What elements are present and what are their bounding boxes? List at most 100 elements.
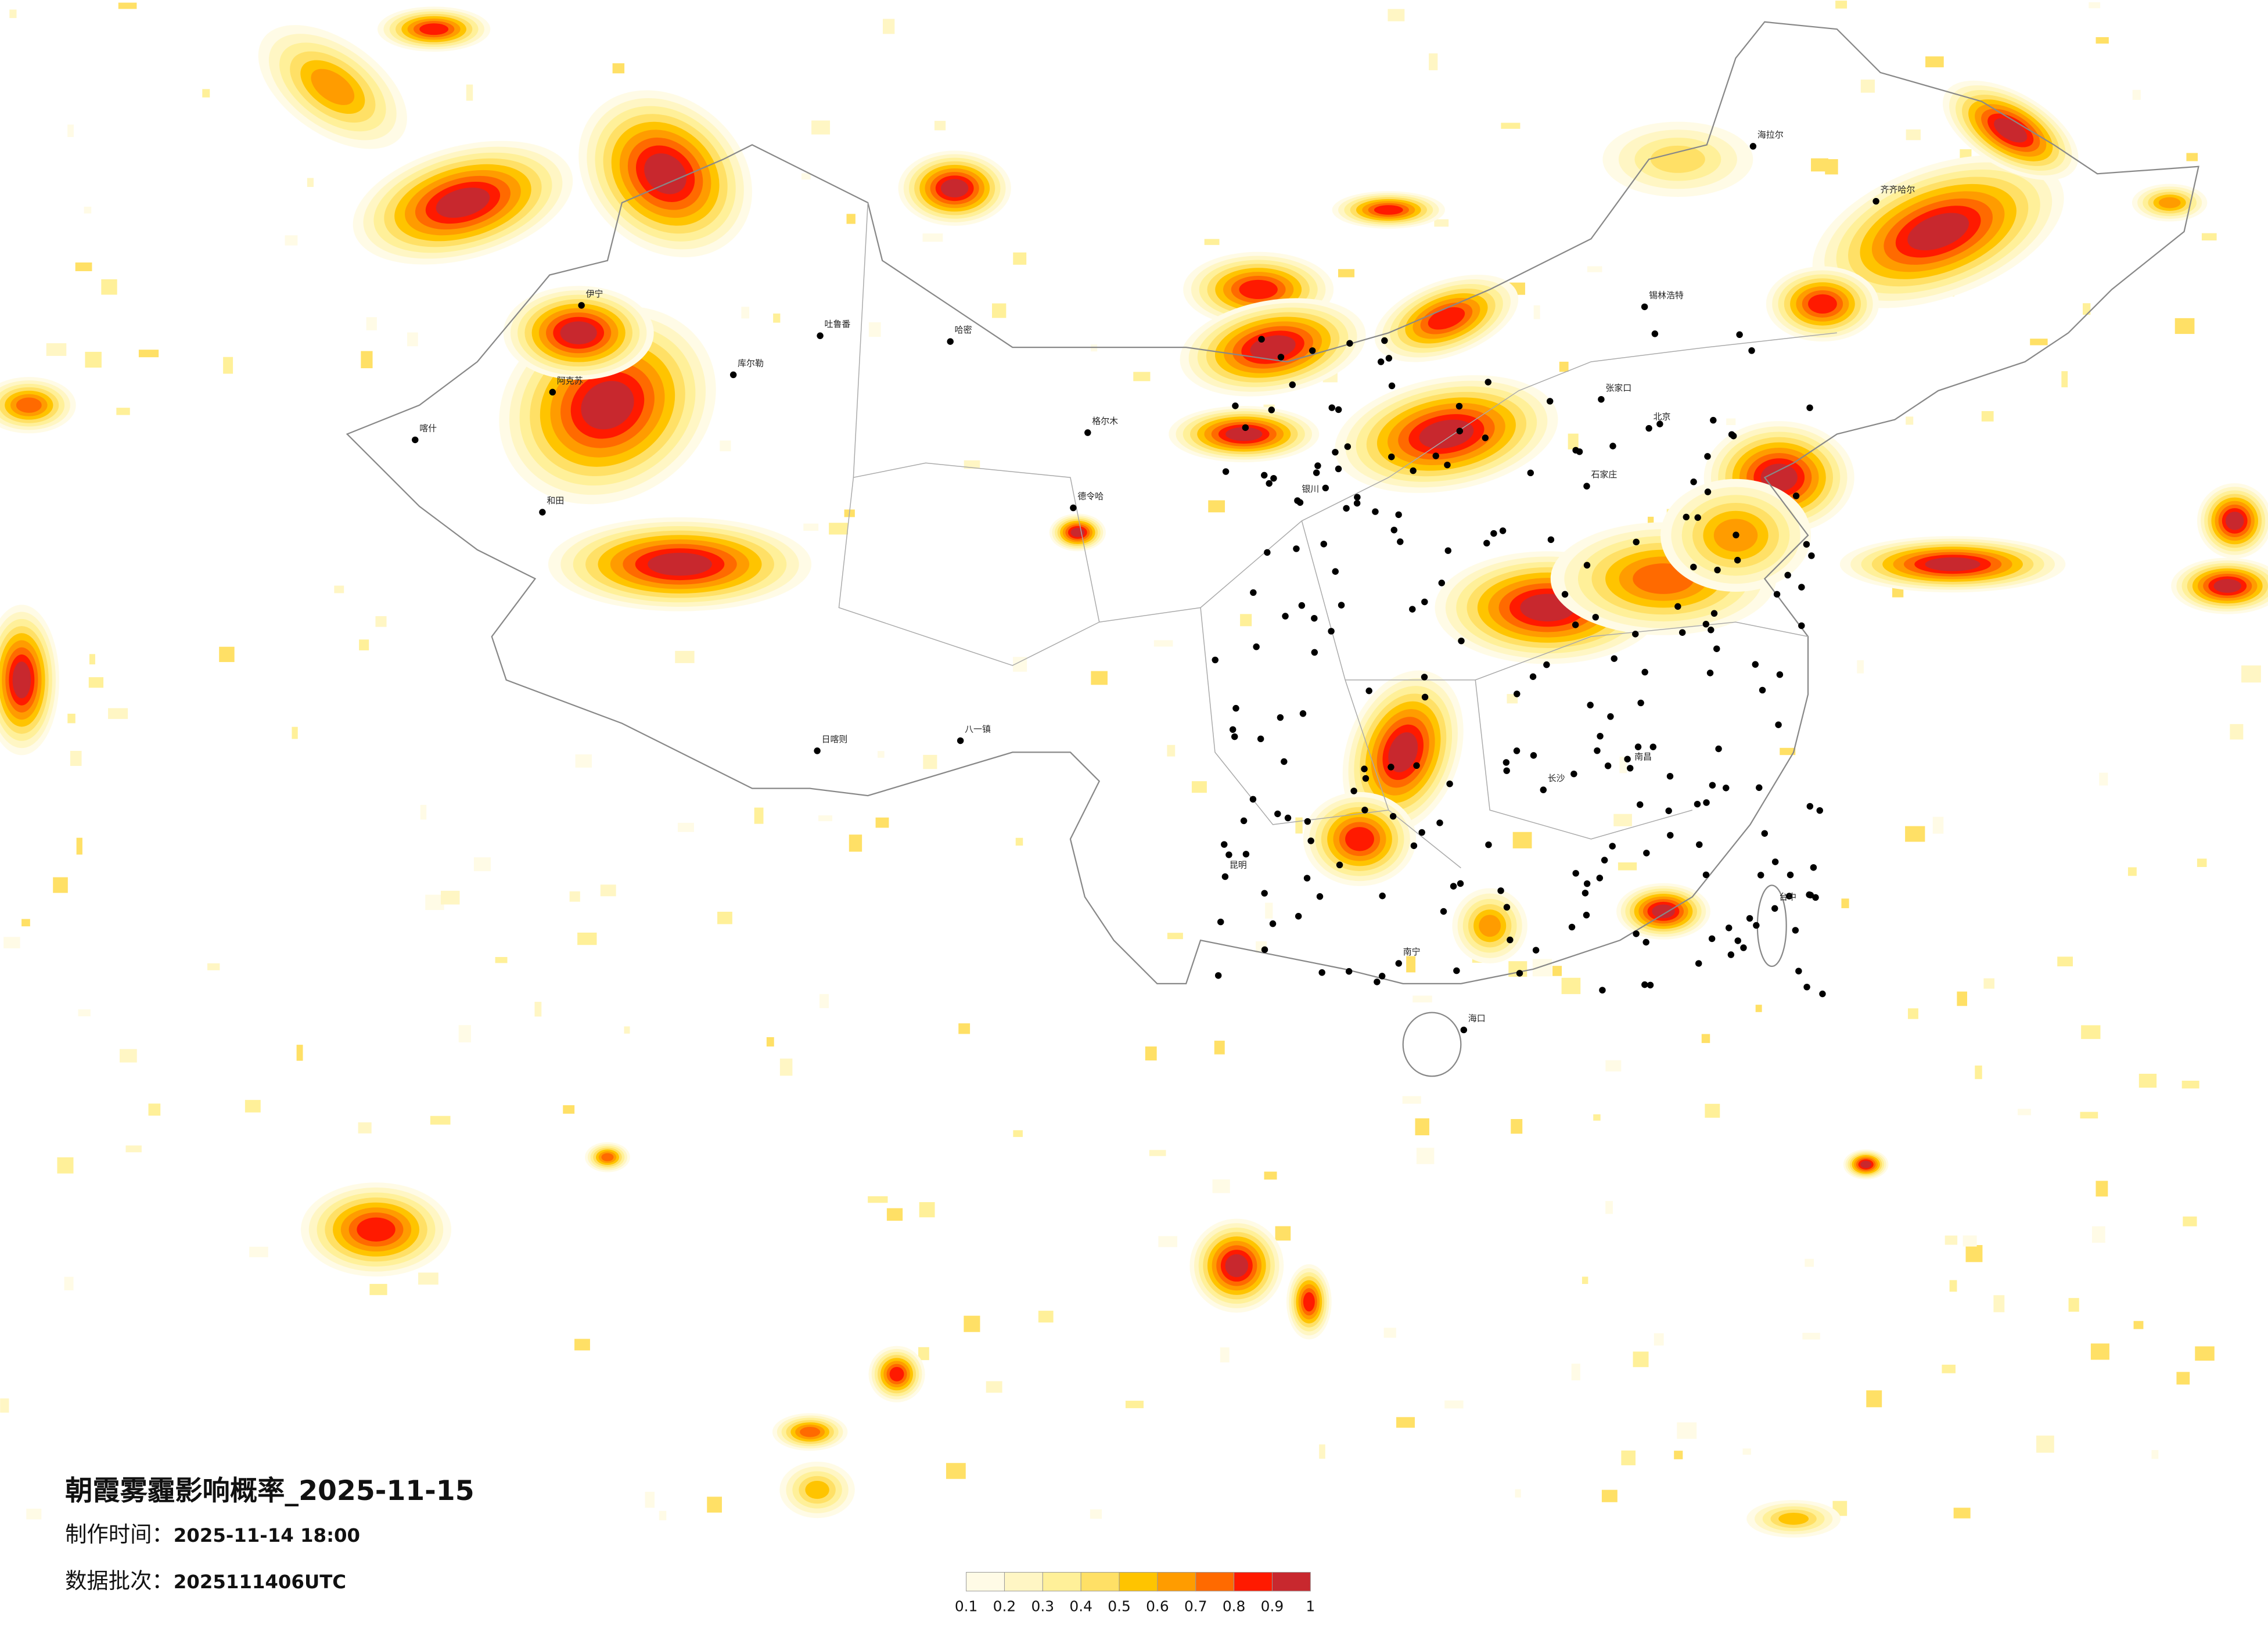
city-label: 锡林浩特 — [1649, 290, 1684, 300]
legend-tick-label: 0.2 — [993, 1598, 1016, 1615]
city-dot — [1444, 547, 1452, 554]
blob-level — [1428, 307, 1465, 330]
city-dot — [1749, 143, 1757, 150]
city-dot — [1576, 448, 1583, 455]
noise-cell — [964, 460, 980, 469]
noise-cell — [358, 1122, 372, 1134]
legend-tick-label: 0.8 — [1223, 1598, 1246, 1615]
noise-cell — [1090, 1509, 1102, 1519]
blob-level — [1225, 1254, 1249, 1278]
noise-cell — [1857, 660, 1864, 674]
city-dot — [1756, 784, 1763, 792]
noise-cell — [2068, 1298, 2079, 1312]
city-dot — [1806, 404, 1813, 411]
noise-cell — [1434, 219, 1449, 227]
city-dot — [1665, 807, 1672, 814]
city-dot — [1350, 787, 1357, 794]
city-dot — [578, 302, 585, 309]
city-dot — [1232, 402, 1239, 409]
city-dot — [1335, 465, 1342, 473]
city-dot — [1460, 1026, 1468, 1034]
city-dot — [1438, 580, 1445, 587]
noise-cell — [1841, 898, 1849, 908]
noise-cell — [923, 754, 937, 769]
probability-field — [0, 1, 2268, 1538]
city-dot — [1379, 893, 1386, 900]
noise-cell — [1167, 744, 1176, 757]
city-dot — [1632, 631, 1639, 638]
legend-tick-label: 0.6 — [1146, 1598, 1169, 1615]
noise-cell — [1647, 516, 1654, 523]
noise-cell — [2241, 665, 2261, 683]
legend-swatch — [1234, 1571, 1273, 1592]
city-label: 海口 — [1468, 1013, 1486, 1024]
noise-cell — [366, 317, 377, 330]
noise-cell — [569, 891, 580, 902]
city-dot — [1708, 935, 1716, 942]
city-dot — [1432, 452, 1439, 459]
noise-cell — [2195, 1346, 2215, 1361]
noise-cell — [219, 646, 235, 663]
noise-cell — [1512, 832, 1532, 848]
city-dot — [1787, 871, 1794, 879]
city-dot — [1752, 661, 1759, 668]
noise-cell — [1633, 1351, 1649, 1368]
blob-level — [1808, 294, 1837, 314]
city-dot — [1266, 480, 1273, 487]
noise-cell — [1605, 1060, 1622, 1072]
city-dot — [1410, 842, 1418, 850]
city-dot — [817, 332, 824, 339]
noise-cell — [1501, 123, 1521, 129]
city-dot — [1761, 830, 1769, 837]
city-dot — [1221, 841, 1228, 848]
produced: 制作时间：2025-11-14 18:00 — [65, 1521, 360, 1547]
city-dot — [1344, 443, 1352, 450]
city-dot — [1798, 622, 1805, 629]
city-dot — [1759, 686, 1766, 694]
city-dot — [1457, 880, 1464, 887]
noise-cell — [1240, 614, 1252, 627]
noise-cell — [418, 1272, 438, 1285]
city-dot — [1694, 514, 1701, 521]
city-dot — [1812, 894, 1819, 901]
noise-cell — [1406, 956, 1416, 973]
noise-cell — [1191, 781, 1207, 793]
noise-cell — [1983, 978, 1994, 989]
city-dot — [1232, 704, 1239, 712]
noise-cell — [1275, 1226, 1291, 1241]
noise-cell — [1802, 1333, 1820, 1340]
city-label: 齐齐哈尔 — [1881, 185, 1915, 195]
city-dot — [1485, 379, 1491, 386]
city-dot — [1546, 398, 1554, 405]
blob-level — [889, 1366, 904, 1382]
noise-cell — [534, 1002, 542, 1017]
noise-cell — [1866, 1390, 1882, 1408]
noise-cell — [1533, 305, 1540, 319]
noise-cell — [1906, 129, 1921, 141]
city-dot — [1361, 765, 1368, 772]
noise-cell — [9, 9, 17, 19]
noise-cell — [223, 357, 233, 374]
noise-cell — [46, 343, 67, 356]
city-dot — [1746, 915, 1753, 922]
noise-cell — [2096, 1181, 2108, 1197]
noise-cell — [645, 1491, 655, 1508]
noise-cell — [1965, 1245, 1983, 1262]
noise-cell — [2201, 233, 2217, 241]
city-dot — [1261, 472, 1268, 479]
noise-cell — [1091, 344, 1098, 352]
noise-cell — [2186, 153, 2198, 161]
city-dot — [1690, 563, 1697, 571]
noise-cell — [992, 303, 1007, 318]
noise-cell — [600, 884, 616, 897]
city-dot — [1514, 690, 1521, 697]
city-dot — [1599, 987, 1606, 994]
city-dot — [1222, 468, 1230, 475]
city-dot — [1740, 944, 1747, 951]
city-dot — [1757, 872, 1764, 879]
city-dot — [1583, 880, 1591, 887]
noise-cell — [1145, 1046, 1157, 1061]
noise-cell — [2096, 37, 2109, 44]
city-dot — [539, 509, 546, 516]
noise-cell — [2081, 1025, 2101, 1039]
